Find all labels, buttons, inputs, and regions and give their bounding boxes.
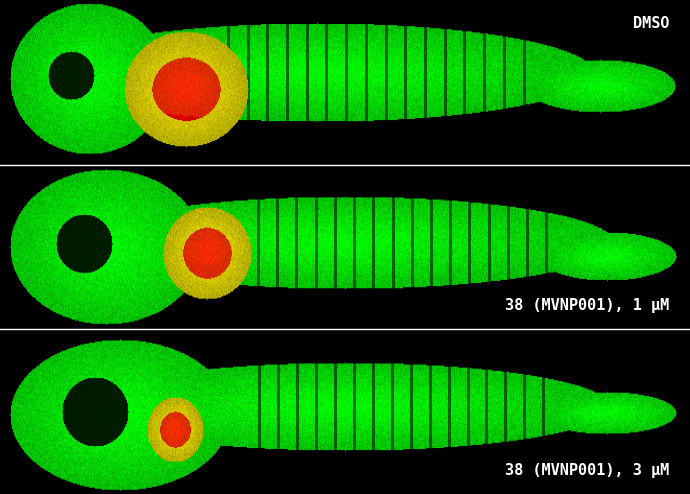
- Text: 38 (MVNP001), 1 μM: 38 (MVNP001), 1 μM: [505, 298, 669, 313]
- Text: DMSO: DMSO: [633, 16, 669, 32]
- Text: 38 (MVNP001), 3 μM: 38 (MVNP001), 3 μM: [505, 462, 669, 478]
